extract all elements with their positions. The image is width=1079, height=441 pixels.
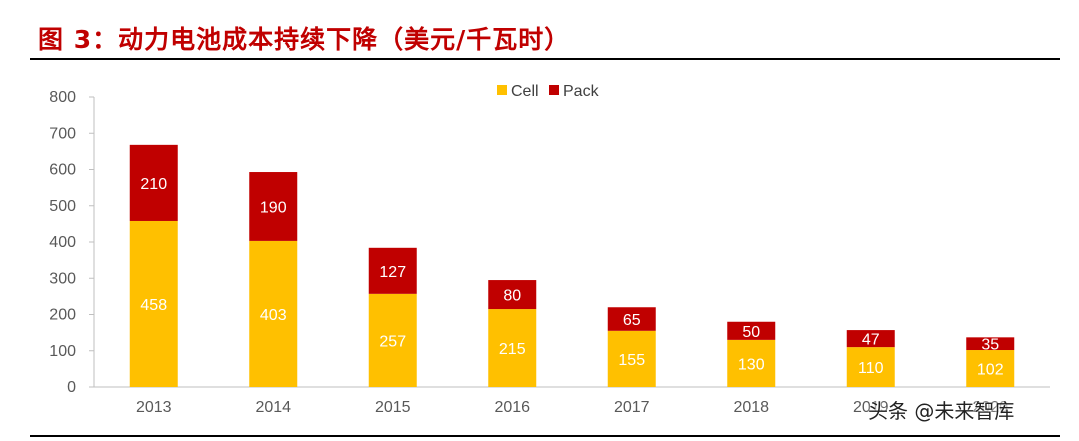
legend-label-cell: Cell xyxy=(511,83,539,100)
data-label-cell: 458 xyxy=(140,297,167,314)
bar-segment-cell xyxy=(129,220,178,387)
data-label-pack: 35 xyxy=(981,337,999,354)
watermark: 头条 @未来智库 xyxy=(868,399,1015,423)
legend-swatch-cell xyxy=(497,85,507,95)
bar-segment-pack xyxy=(607,307,656,331)
legend: Cell Pack xyxy=(497,83,600,100)
x-tick-label: 2018 xyxy=(733,399,769,416)
y-tick-label: 400 xyxy=(49,234,76,251)
bar-segment-pack xyxy=(488,280,537,310)
y-tick-label: 300 xyxy=(49,270,76,287)
x-tick-label: 2017 xyxy=(614,399,650,416)
x-tick-label: 2019 xyxy=(853,399,889,416)
data-label-pack: 47 xyxy=(862,332,880,349)
data-label-pack: 80 xyxy=(503,288,521,305)
y-tick-label: 200 xyxy=(49,307,76,324)
bar-segment-pack xyxy=(368,247,417,294)
legend-swatch-pack xyxy=(549,85,559,95)
bar-segment-cell xyxy=(966,350,1015,387)
data-label-cell: 257 xyxy=(379,333,406,350)
legend-label-pack: Pack xyxy=(563,83,600,100)
y-tick-label: 600 xyxy=(49,162,76,179)
bar-segment-pack xyxy=(846,330,895,348)
bar-segment-pack xyxy=(727,321,776,340)
x-axis-ticks: 2013 2014 2015 2016 2017 2018 2019 2020 xyxy=(136,399,1008,416)
data-label-pack: 65 xyxy=(623,312,641,329)
data-label-pack: 190 xyxy=(260,199,287,216)
data-label-pack: 127 xyxy=(379,264,406,281)
bar-segment-pack xyxy=(249,172,298,241)
y-tick-label: 100 xyxy=(49,343,76,360)
x-tick-label: 2014 xyxy=(255,399,291,416)
data-label-pack: 50 xyxy=(742,324,760,341)
title-divider xyxy=(30,58,1060,60)
y-axis-ticks: 0 100 200 300 400 500 600 700 800 xyxy=(49,89,94,396)
bar-segment-cell xyxy=(368,293,417,387)
chart-title: 图 3：动力电池成本持续下降（美元/千瓦时） xyxy=(38,25,571,54)
data-label-cell: 403 xyxy=(260,307,287,324)
data-label-cell: 102 xyxy=(977,362,1004,379)
bar-segment-cell xyxy=(249,240,298,387)
bars-group: 458 210 403 190 257 127 215 80 155 65 130 50 110 47 10… xyxy=(129,144,1015,387)
x-tick-label: 2016 xyxy=(494,399,530,416)
x-tick-label: 2013 xyxy=(136,399,172,416)
y-tick-label: 800 xyxy=(49,89,76,106)
bar-segment-cell xyxy=(488,309,537,387)
bar-segment-cell xyxy=(607,330,656,387)
y-tick-label: 500 xyxy=(49,198,76,215)
footer-divider xyxy=(30,435,1060,437)
bar-segment-pack xyxy=(129,144,178,221)
data-label-cell: 110 xyxy=(858,360,884,377)
data-label-cell: 155 xyxy=(618,352,645,369)
y-tick-label: 0 xyxy=(67,379,76,396)
data-label-pack: 210 xyxy=(140,176,167,193)
x-tick-label: 2015 xyxy=(375,399,411,416)
data-label-cell: 130 xyxy=(738,356,765,373)
y-tick-label: 700 xyxy=(49,125,76,142)
bar-segment-cell xyxy=(846,347,895,387)
bar-segment-pack xyxy=(966,337,1015,351)
data-label-cell: 215 xyxy=(499,341,526,358)
bar-segment-cell xyxy=(727,339,776,387)
x-tick-label: 2020 xyxy=(972,399,1008,416)
